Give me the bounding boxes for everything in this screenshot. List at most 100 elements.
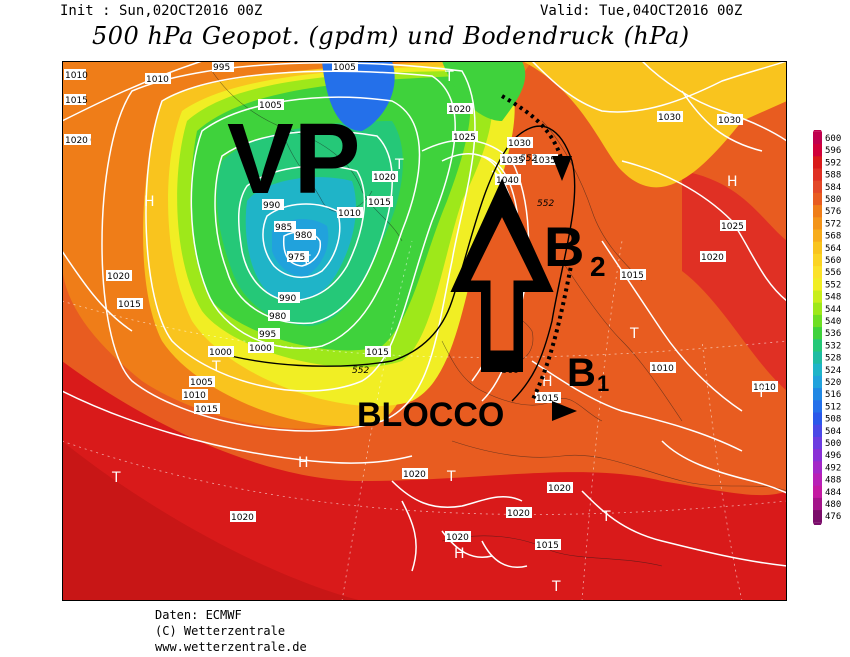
svg-text:1010: 1010 (651, 364, 674, 374)
legend-value: 512 (825, 402, 841, 412)
svg-text:1015: 1015 (195, 405, 218, 415)
isobar-label: 1020 (106, 270, 132, 282)
isobar-label: 1015 (535, 539, 561, 551)
svg-text:1030: 1030 (658, 113, 681, 123)
b1-subscript: 1 (597, 371, 609, 396)
svg-text:1000: 1000 (209, 348, 232, 358)
svg-text:1010: 1010 (183, 391, 206, 401)
svg-text:1040: 1040 (496, 176, 519, 186)
legend-value: 540 (825, 317, 841, 327)
low-center: T (629, 326, 639, 342)
legend-swatch (813, 412, 822, 426)
legend-swatch (813, 192, 822, 206)
isobar-label: 1040 (495, 174, 521, 186)
svg-text:1000: 1000 (249, 344, 272, 354)
isobar-label: 1005 (332, 61, 358, 73)
b2-subscript: 2 (590, 251, 606, 282)
low-center: T (111, 470, 121, 486)
contour-552 (211, 125, 576, 402)
legend-value: 496 (825, 451, 841, 461)
svg-text:995: 995 (213, 63, 230, 73)
svg-text:1005: 1005 (259, 101, 282, 111)
isobar-label: 1020 (700, 251, 726, 263)
legend-value: 524 (825, 366, 841, 376)
band-east (682, 171, 787, 391)
legend-value: 520 (825, 378, 841, 388)
legend-swatch (813, 497, 822, 511)
svg-text:1030: 1030 (718, 116, 741, 126)
legend-value: 488 (825, 476, 841, 486)
footer-url: www.wetterzentrale.de (155, 640, 307, 654)
low-center: T (211, 359, 221, 375)
isobar-label: 995 (258, 328, 280, 340)
legend-swatch (813, 253, 822, 267)
low-center: T (444, 69, 454, 85)
legend-swatch (813, 400, 822, 413)
svg-text:980: 980 (269, 312, 286, 322)
svg-text:1020: 1020 (507, 509, 530, 519)
legend-swatch (813, 302, 822, 316)
isobar-label: 1030 (657, 111, 683, 123)
svg-text:1010: 1010 (753, 383, 776, 393)
svg-text:985: 985 (275, 223, 292, 233)
svg-text:1015: 1015 (366, 348, 389, 358)
legend-arrow-up (813, 123, 822, 132)
legend-value: 568 (825, 232, 841, 242)
legend-swatch (813, 290, 822, 304)
legend-swatch (813, 266, 822, 279)
block-arrow-inner (469, 214, 535, 352)
legend-swatch (813, 424, 822, 438)
map-border (62, 61, 787, 601)
svg-text:1010: 1010 (65, 71, 88, 81)
legend-swatch (813, 205, 822, 218)
band-south (62, 361, 787, 601)
legend-swatch (813, 314, 822, 328)
isobar-label: 1035 (500, 154, 526, 166)
legend-swatch (813, 156, 822, 169)
legend-swatch (813, 327, 822, 340)
isobar-label: 1020 (445, 531, 471, 543)
legend-value: 544 (825, 305, 841, 315)
legend-swatch (813, 339, 822, 352)
legend-value: 528 (825, 354, 841, 364)
isobar-label: 1010 (145, 73, 171, 85)
svg-text:995: 995 (259, 330, 276, 340)
isobar-label: 1015 (367, 196, 393, 208)
contour-label: 552 (537, 199, 554, 209)
legend-swatch (813, 144, 822, 157)
legend-value: 484 (825, 488, 841, 498)
map-title: 500 hPa Geopot. (gpdm) und Bodendruck (h… (92, 22, 690, 50)
isobar-label: 1005 (258, 99, 284, 111)
svg-text:1020: 1020 (231, 513, 254, 523)
isobar-label: 1010 (752, 381, 778, 393)
legend-swatch (813, 473, 822, 487)
legend-swatch (813, 278, 822, 291)
blocco-annotation: BLOCCO (357, 396, 504, 434)
isobar-labels: 1010 1015 1020 1035 1030 1030 1010 1005 … (64, 61, 778, 551)
legend-swatch (813, 180, 822, 194)
isobar-label: 1025 (720, 220, 746, 232)
legend-swatches (813, 123, 822, 531)
isobar-label: 1010 (337, 207, 363, 219)
svg-text:990: 990 (279, 294, 296, 304)
b2-annotation: B (544, 215, 584, 278)
isobar-label: 1015 (194, 403, 220, 415)
graticule (62, 240, 787, 601)
legend-value: 504 (825, 427, 841, 437)
svg-text:1015: 1015 (118, 300, 141, 310)
legend-swatch (813, 375, 822, 389)
isobar-label: 1035 (532, 154, 558, 166)
legend-swatch (813, 168, 822, 182)
svg-text:1025: 1025 (721, 222, 744, 232)
isobar-label: 995 (212, 61, 234, 73)
band-southwest (62, 441, 362, 601)
low-center: T (301, 253, 311, 269)
legend-value: 500 (825, 439, 841, 449)
legend-value: 580 (825, 195, 841, 205)
svg-text:1005: 1005 (333, 63, 356, 73)
coastlines (211, 70, 787, 567)
svg-text:975: 975 (288, 253, 305, 263)
legend-swatch (813, 217, 822, 230)
legend-swatch (813, 363, 822, 377)
isobar-label: 1010 (64, 69, 88, 81)
